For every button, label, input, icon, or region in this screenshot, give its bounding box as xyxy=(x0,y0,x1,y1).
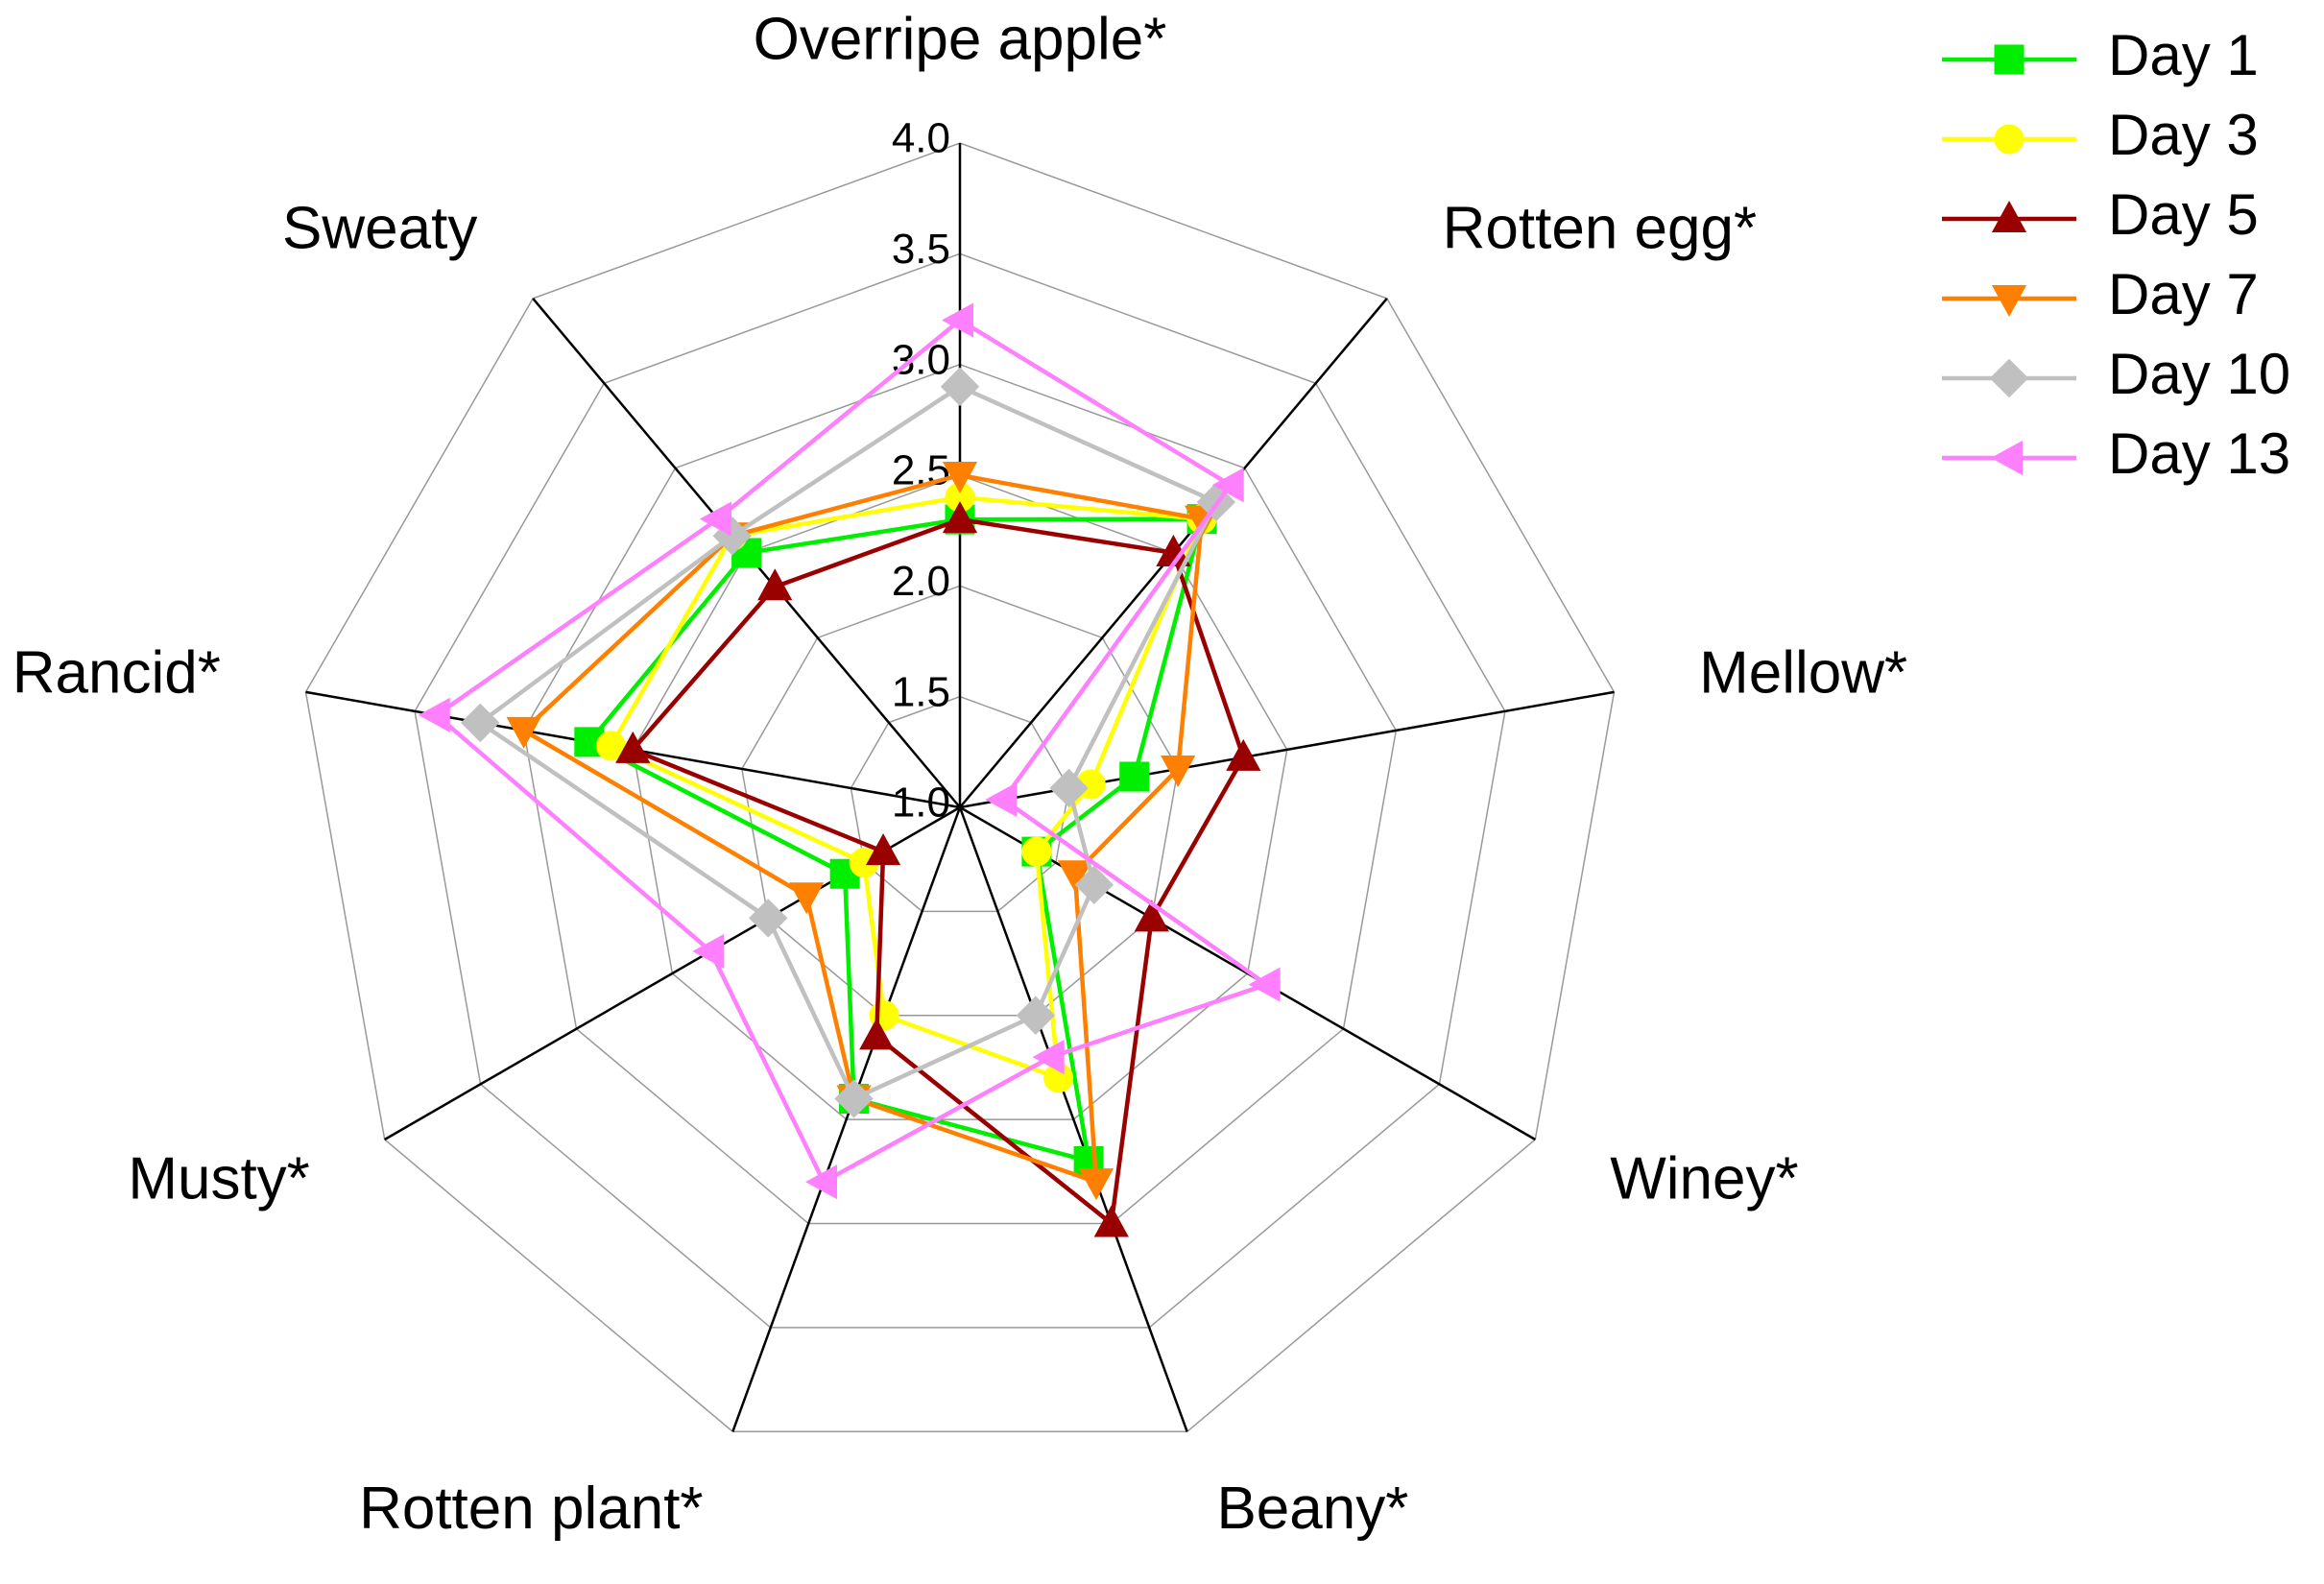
spoke xyxy=(958,806,1188,1432)
category-label: Mellow* xyxy=(1699,640,1907,707)
marker xyxy=(506,716,541,749)
marker xyxy=(1211,468,1244,503)
series-line xyxy=(433,317,1272,1186)
marker xyxy=(757,568,793,601)
marker xyxy=(418,697,450,732)
marker xyxy=(804,1164,837,1200)
legend-label: Day 3 xyxy=(2108,103,2259,167)
spoke xyxy=(731,806,962,1432)
legend-label: Day 10 xyxy=(2108,342,2290,406)
series xyxy=(574,504,1217,1176)
marker xyxy=(692,933,725,970)
marker xyxy=(1032,1040,1065,1075)
legend-marker xyxy=(1990,440,2023,476)
marker xyxy=(1057,860,1092,893)
marker xyxy=(1021,836,1052,867)
r-tick-label: 1.0 xyxy=(892,780,950,827)
legend-marker xyxy=(1989,358,2029,398)
marker xyxy=(1016,996,1056,1035)
legend-marker xyxy=(1991,200,2027,232)
marker xyxy=(940,367,980,406)
legend-label: Day 7 xyxy=(2108,262,2259,326)
series-line xyxy=(629,516,1246,1228)
marker xyxy=(1119,761,1150,792)
series-line xyxy=(519,472,1205,1186)
category-label: Beany* xyxy=(1216,1476,1408,1542)
marker xyxy=(859,1018,895,1050)
category-label: Rancid* xyxy=(12,640,221,707)
marker xyxy=(1134,900,1169,932)
marker xyxy=(615,731,651,763)
marker xyxy=(699,501,731,537)
marker xyxy=(1049,768,1089,808)
marker xyxy=(985,781,1018,818)
r-tick-label: 3.0 xyxy=(892,336,950,383)
grid-ring xyxy=(741,585,1179,1017)
legend-marker xyxy=(1994,44,2025,75)
grid-ring xyxy=(414,252,1506,1329)
legend-label: Day 13 xyxy=(2108,421,2290,486)
r-tick-label: 1.5 xyxy=(892,668,950,715)
marker xyxy=(834,1079,874,1118)
marker xyxy=(941,302,973,338)
series-line xyxy=(476,384,1219,1102)
marker xyxy=(866,833,901,866)
category-label: Winey* xyxy=(1610,1145,1798,1212)
category-label: Rotten egg* xyxy=(1443,195,1757,261)
grid-ring xyxy=(304,142,1616,1433)
r-tick-label: 4.0 xyxy=(892,115,950,162)
series xyxy=(418,302,1281,1200)
marker xyxy=(1226,738,1261,771)
legend-label: Day 1 xyxy=(2108,23,2259,87)
marker xyxy=(1078,1168,1114,1201)
marker xyxy=(789,882,825,915)
legend-marker xyxy=(1994,124,2025,155)
category-label: Overripe apple* xyxy=(754,7,1167,73)
legend-marker xyxy=(1991,285,2027,318)
marker xyxy=(749,899,788,938)
marker xyxy=(1248,967,1281,1002)
grid-ring xyxy=(850,695,1070,913)
marker xyxy=(942,501,978,534)
series xyxy=(461,367,1236,1118)
category-label: Sweaty xyxy=(282,195,477,261)
marker xyxy=(1161,755,1196,787)
legend-label: Day 5 xyxy=(2108,182,2259,247)
r-tick-label: 2.0 xyxy=(892,558,950,605)
marker xyxy=(1074,865,1114,904)
marker xyxy=(942,462,978,494)
grid-ring xyxy=(632,474,1288,1120)
category-label: Rotten plant* xyxy=(359,1476,703,1542)
r-tick-label: 3.5 xyxy=(892,226,950,273)
category-label: Musty* xyxy=(128,1145,309,1212)
marker xyxy=(1093,1205,1129,1237)
marker xyxy=(461,703,500,743)
